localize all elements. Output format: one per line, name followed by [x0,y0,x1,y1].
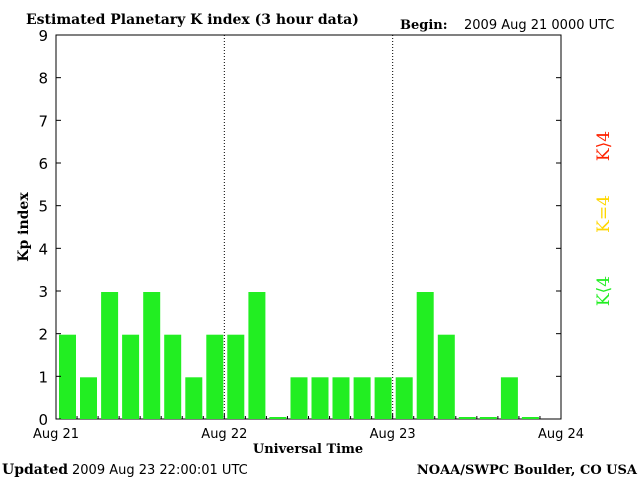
begin-value: 2009 Aug 21 0000 UTC [464,18,614,33]
kp-bar [227,334,245,419]
kp-bar [416,292,434,419]
legend-above-4: K⟩4 [594,131,614,161]
y-axis-ticks: 0 1 2 3 4 5 6 7 8 9 [38,27,561,429]
x-axis-label: Universal Time [253,442,363,457]
kp-bar [164,334,182,419]
legend-below-4: K⟨4 [594,276,614,306]
y-tick-label: 2 [38,326,48,344]
y-axis-label: Kp index [16,192,32,262]
begin-label: Begin: [400,18,448,33]
source-credit: NOAA/SWPC Boulder, CO USA [417,463,638,478]
kp-bar [311,377,329,419]
kp-bar [269,417,287,419]
x-tick-label: Aug 21 [33,427,79,442]
y-tick-label: 9 [38,27,48,45]
x-tick-label: Aug 23 [370,427,416,442]
kp-bar [206,334,224,419]
kp-bar [437,334,455,419]
y-tick-label: 4 [38,240,48,258]
kp-bar [59,334,76,419]
kp-bar [122,334,140,419]
bar-series [59,292,539,419]
kp-bar [332,377,350,419]
kp-bar [521,417,539,419]
kp-bar [143,292,161,419]
kp-bar [458,417,476,419]
x-tick-label: Aug 22 [201,427,247,442]
y-tick-label: 7 [38,112,48,130]
legend-equal-4: K=4 [594,195,614,233]
y-tick-label: 3 [38,283,48,301]
kp-bar [353,377,371,419]
x-tick-label: Aug 24 [538,427,584,442]
kp-bar [479,417,497,419]
y-tick-label: 0 [38,411,48,429]
updated-label: Updated [2,462,68,478]
kp-bar [395,377,413,419]
updated-value: 2009 Aug 23 22:00:01 UTC [72,463,248,478]
kp-bar [500,377,518,419]
kp-bar [185,377,203,419]
kp-bar [80,377,97,419]
kp-bar [248,292,266,419]
x-axis-ticks: Aug 21 Aug 22 Aug 23 Aug 24 [33,414,584,442]
kp-bar [374,377,392,419]
chart-title: Estimated Planetary K index (3 hour data… [26,12,359,28]
y-tick-label: 5 [38,198,48,216]
y-tick-label: 8 [38,70,48,88]
kp-bar [290,377,308,419]
y-tick-label: 6 [38,155,48,173]
kp-bar [101,292,119,419]
y-tick-label: 1 [38,368,48,386]
day-boundary-lines [223,35,394,419]
